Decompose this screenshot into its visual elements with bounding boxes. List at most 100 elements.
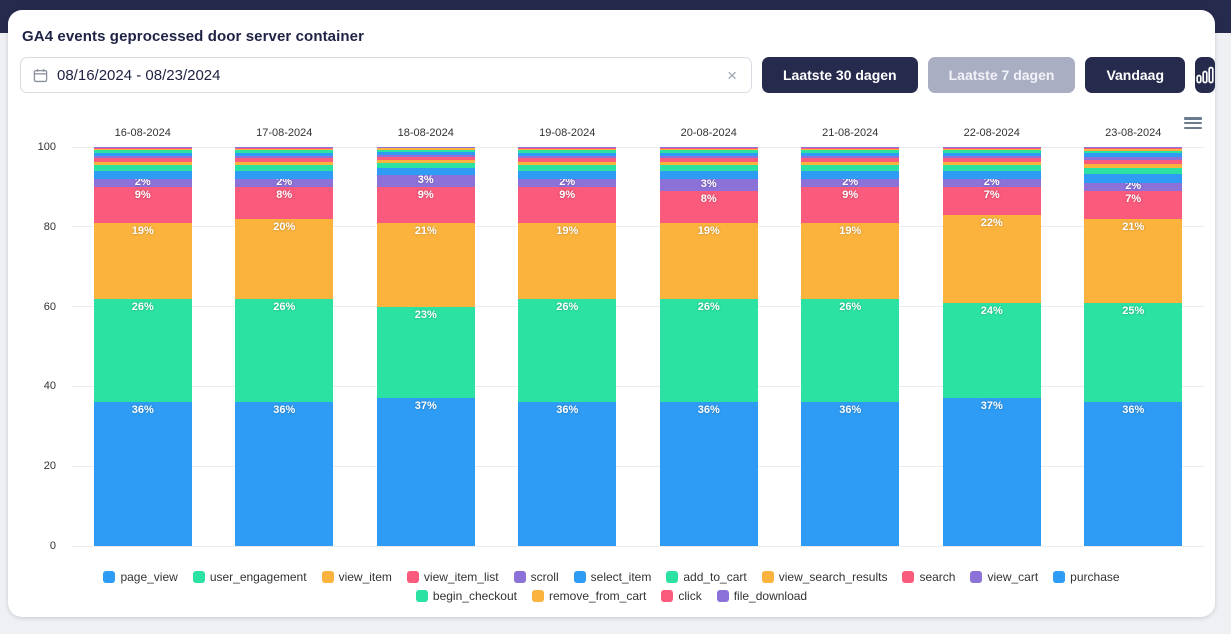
bar-segment-view_item_list	[518, 186, 617, 223]
bar-segment-page_view	[518, 402, 617, 546]
bar-segment-user_engagement	[235, 298, 334, 403]
gridline	[72, 306, 1204, 308]
bar-segment-file_download	[93, 147, 192, 148]
bar-segment-purchase	[93, 152, 192, 156]
x-axis-date-label: 19-08-2024	[539, 127, 596, 139]
bar-segment-add_to_cart	[93, 165, 192, 171]
clear-icon[interactable]: ×	[727, 65, 737, 85]
legend-item-click[interactable]: click	[661, 589, 702, 603]
bar-segment-scroll	[93, 178, 192, 187]
legend-swatch-icon	[192, 571, 205, 583]
legend-swatch-icon	[970, 571, 983, 583]
bar-segment-search	[801, 158, 900, 162]
bar-segment-search	[93, 158, 192, 162]
bar-segment-begin_checkout	[1084, 150, 1183, 154]
bar-segment-view_item	[801, 222, 900, 299]
bar-segment-search	[235, 158, 334, 162]
bar-segment-click	[942, 147, 1041, 149]
legend-item-view_item_list[interactable]: view_item_list	[406, 570, 499, 584]
legend-swatch-icon	[716, 590, 729, 602]
bar-segment-search	[659, 158, 758, 162]
last-7-days-button[interactable]: Laatste 7 dagen	[927, 57, 1076, 93]
bar-segment-add_to_cart	[1084, 167, 1183, 175]
bar-segment-view_item	[235, 218, 334, 299]
date-range-input[interactable]: 08/16/2024 - 08/23/2024 ×	[20, 57, 752, 93]
bar-segment-select_item	[235, 170, 334, 179]
legend-item-purchase[interactable]: purchase	[1053, 570, 1120, 584]
chart-type-button[interactable]	[1195, 57, 1216, 93]
bar-segment-remove_from_cart	[235, 148, 334, 151]
bar-segment-page_view	[376, 398, 475, 546]
bar-segment-view_item	[942, 214, 1041, 303]
legend-swatch-icon	[531, 590, 544, 602]
bar-segment-view_cart	[659, 155, 758, 159]
bar-segment-select_item	[93, 170, 192, 179]
bar-segment-add_to_cart	[942, 165, 1041, 171]
bar-segment-scroll	[376, 174, 475, 187]
bar-segment-select_item	[942, 170, 1041, 179]
chart-legend: page_view user_engagement view_item view_it…	[52, 570, 1172, 603]
bar-segment-view_search_results	[376, 159, 475, 163]
legend-item-search[interactable]: search	[902, 570, 955, 584]
legend-swatch-icon	[666, 571, 679, 583]
x-axis-date-label: 18-08-2024	[397, 127, 454, 139]
bar-segment-view_item	[659, 222, 758, 299]
bar-segment-view_item_list	[376, 186, 475, 223]
legend-item-view_item[interactable]: view_item	[321, 570, 392, 584]
page-title: GA4 events geprocessed door server conta…	[22, 28, 365, 45]
bar-segment-add_to_cart	[801, 165, 900, 171]
legend-item-begin_checkout[interactable]: begin_checkout	[415, 589, 517, 603]
bar-segment-user_engagement	[93, 298, 192, 403]
legend-label: user_engagement	[209, 570, 307, 584]
chart-container: 0 20 40 60 80 100 16-08-2024 17-08-2024 18-08-20…	[8, 110, 1215, 610]
last-30-days-button[interactable]: Laatste 30 dagen	[762, 57, 918, 93]
bar-segment-begin_checkout	[93, 150, 192, 153]
legend-item-page_view[interactable]: page_view	[103, 570, 178, 584]
legend-swatch-icon	[573, 571, 586, 583]
gridline	[72, 146, 1204, 148]
chart-menu-icon[interactable]	[1183, 115, 1203, 131]
legend-swatch-icon	[406, 571, 419, 583]
bar-segment-scroll	[518, 178, 617, 187]
bar-segment-purchase	[801, 152, 900, 156]
bar-segment-view_item_list	[942, 186, 1041, 215]
y-axis-tick-label: 40	[43, 380, 56, 393]
bar-segment-select_item	[518, 170, 617, 179]
bar-segment-click	[801, 147, 900, 149]
bar-segment-view_item	[376, 222, 475, 307]
legend-item-remove_from_cart[interactable]: remove_from_cart	[531, 589, 647, 603]
bar-segment-search	[942, 158, 1041, 162]
bar-segment-remove_from_cart	[93, 148, 192, 151]
bar-segment-search	[518, 158, 617, 162]
bar-segment-view_cart	[235, 155, 334, 159]
legend-label: view_item_list	[423, 570, 499, 584]
bar-segment-view_item_list	[93, 186, 192, 223]
bar-segment-view_search_results	[93, 161, 192, 166]
legend-item-user_engagement[interactable]: user_engagement	[192, 570, 307, 584]
bar-segment-remove_from_cart	[801, 148, 900, 151]
bar-segment-select_item	[1084, 174, 1183, 183]
legend-item-file_download[interactable]: file_download	[716, 589, 808, 603]
bar-segment-user_engagement	[518, 298, 617, 403]
legend-item-select_item[interactable]: select_item	[573, 570, 651, 584]
legend-item-view_search_results[interactable]: view_search_results	[761, 570, 887, 584]
bar-segment-purchase	[1084, 153, 1183, 157]
plot-area: 0 20 40 60 80 100 16-08-2024 17-08-2024 18-08-20…	[38, 127, 1204, 552]
legend-item-add_to_cart[interactable]: add_to_cart	[666, 570, 747, 584]
bar-segment-remove_from_cart	[376, 148, 475, 150]
bar-segment-view_item	[1084, 218, 1183, 303]
y-axis-tick-label: 100	[37, 141, 56, 153]
bar-segment-add_to_cart	[518, 165, 617, 171]
bar-chart-icon	[1195, 65, 1215, 85]
legend-label: remove_from_cart	[548, 589, 647, 603]
bar-segment-view_item_list	[1084, 190, 1183, 219]
bar-segment-view_item_list	[659, 190, 758, 223]
bar-segment-view_cart	[801, 155, 900, 159]
legend-item-view_cart[interactable]: view_cart	[970, 570, 1038, 584]
bar-segment-page_view	[659, 402, 758, 546]
legend-label: file_download	[733, 589, 808, 603]
bar-segment-begin_checkout	[518, 150, 617, 153]
today-button[interactable]: Vandaag	[1085, 57, 1186, 93]
bar-segment-user_engagement	[942, 302, 1041, 399]
legend-item-scroll[interactable]: scroll	[513, 570, 559, 584]
